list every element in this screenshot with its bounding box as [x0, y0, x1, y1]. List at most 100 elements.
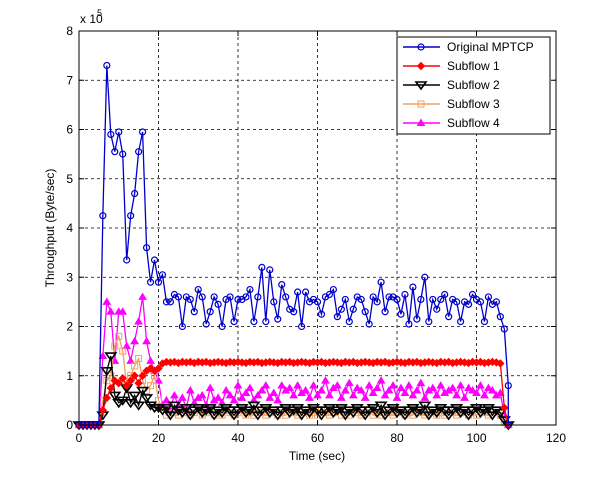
- data-point-original-mptcp: [202, 320, 210, 328]
- x-tick-label: 120: [546, 431, 566, 445]
- y-tick-label: 0: [66, 418, 73, 432]
- series-subflow-1: [74, 357, 513, 430]
- data-point-subflow-1: [154, 364, 163, 373]
- data-point-original-mptcp: [429, 295, 437, 304]
- data-point-subflow-2: [334, 403, 348, 414]
- data-point-original-mptcp: [218, 322, 226, 331]
- data-point-subflow-2: [422, 411, 436, 421]
- data-point-original-mptcp: [154, 278, 163, 286]
- data-point-subflow-4: [416, 378, 426, 387]
- data-point-original-mptcp: [492, 298, 500, 306]
- data-point-original-mptcp: [365, 320, 373, 328]
- legend-item-original-mptcp: Original MPTCP: [403, 40, 534, 54]
- data-point-subflow-4: [257, 386, 267, 394]
- data-point-subflow-2: [140, 394, 154, 404]
- data-point-original-mptcp: [345, 317, 353, 326]
- data-point-subflow-4: [476, 381, 485, 389]
- data-point-subflow-1: [98, 406, 108, 415]
- data-point-original-mptcp: [107, 130, 115, 139]
- data-point-original-mptcp: [258, 263, 266, 271]
- data-point-subflow-4: [352, 383, 362, 392]
- x-tick-label: 60: [311, 431, 325, 445]
- data-point-subflow-4: [170, 390, 179, 399]
- data-point-subflow-2: [398, 411, 412, 421]
- data-point-subflow-2: [243, 406, 257, 416]
- data-point-subflow-1: [138, 371, 147, 380]
- data-point-original-mptcp: [317, 310, 326, 318]
- data-point-subflow-3: [131, 362, 139, 370]
- data-point-subflow-2: [279, 403, 293, 414]
- data-point-subflow-2: [350, 403, 364, 414]
- data-point-original-mptcp: [119, 150, 127, 158]
- data-point-original-mptcp: [393, 295, 401, 304]
- data-point-subflow-2: [151, 403, 166, 414]
- data-point-subflow-2: [183, 411, 197, 421]
- data-point-subflow-4: [360, 393, 370, 401]
- data-point-subflow-3: [115, 332, 123, 340]
- data-point-subflow-4: [142, 336, 151, 345]
- x-axis-label: Time (sec): [289, 449, 345, 463]
- series-line-original-mptcp: [79, 65, 509, 426]
- data-point-subflow-4: [356, 386, 366, 394]
- y-tick-label: 3: [66, 270, 73, 284]
- data-point-subflow-2: [219, 403, 233, 414]
- data-point-subflow-2: [259, 403, 273, 414]
- data-point-subflow-2: [366, 403, 380, 414]
- data-point-original-mptcp: [313, 298, 322, 306]
- data-point-subflow-2: [493, 408, 507, 419]
- data-point-subflow-3: [147, 382, 155, 390]
- data-point-subflow-4: [388, 381, 398, 389]
- data-point-subflow-2: [418, 401, 432, 411]
- data-point-subflow-4: [261, 381, 271, 389]
- data-point-subflow-2: [124, 399, 138, 409]
- data-point-subflow-4: [344, 378, 354, 387]
- data-point-subflow-2: [116, 396, 130, 406]
- data-point-subflow-4: [241, 388, 251, 396]
- data-point-original-mptcp: [123, 256, 131, 264]
- data-point-original-mptcp: [250, 317, 258, 326]
- data-point-subflow-2: [354, 406, 368, 416]
- data-point-original-mptcp: [158, 271, 167, 279]
- data-point-subflow-2: [310, 406, 325, 416]
- data-point-original-mptcp: [111, 148, 119, 156]
- data-point-original-mptcp: [369, 293, 377, 301]
- data-point-subflow-4: [372, 383, 382, 392]
- data-point-original-mptcp: [298, 322, 306, 331]
- data-point-subflow-2: [406, 403, 420, 414]
- data-point-original-mptcp: [262, 317, 270, 326]
- data-point-original-mptcp: [325, 290, 334, 299]
- data-point-subflow-2: [295, 411, 309, 421]
- data-point-original-mptcp: [480, 317, 489, 326]
- data-point-subflow-4: [106, 307, 116, 315]
- data-point-subflow-1: [134, 378, 143, 388]
- data-point-original-mptcp: [301, 288, 310, 296]
- data-point-original-mptcp: [266, 266, 274, 274]
- data-point-subflow-2: [338, 411, 352, 421]
- data-point-original-mptcp: [115, 128, 123, 136]
- data-point-subflow-4: [102, 297, 112, 305]
- data-point-subflow-2: [434, 403, 448, 414]
- data-point-original-mptcp: [103, 61, 111, 70]
- data-point-original-mptcp: [146, 278, 155, 286]
- data-point-original-mptcp: [142, 244, 151, 252]
- data-point-original-mptcp: [333, 313, 341, 321]
- data-point-subflow-4: [130, 336, 140, 345]
- data-point-subflow-2: [267, 406, 281, 416]
- data-point-subflow-2: [175, 408, 189, 419]
- data-point-subflow-2: [104, 352, 118, 362]
- data-point-subflow-4: [495, 388, 505, 396]
- data-point-subflow-4: [146, 356, 155, 364]
- data-point-subflow-4: [233, 381, 243, 389]
- legend-item-subflow-3: Subflow 3: [403, 97, 500, 111]
- data-point-subflow-4: [245, 383, 255, 392]
- data-point-subflow-4: [380, 390, 390, 399]
- data-point-subflow-4: [301, 386, 310, 394]
- data-point-subflow-2: [489, 406, 503, 416]
- legend: Original MPTCP Subflow 1 Subflow 2 Subflow …: [396, 36, 551, 135]
- legend-label: Subflow 3: [447, 97, 500, 111]
- data-point-subflow-4: [480, 390, 489, 399]
- grid: [79, 31, 556, 425]
- data-point-original-mptcp: [166, 298, 175, 306]
- data-point-original-mptcp: [186, 295, 194, 304]
